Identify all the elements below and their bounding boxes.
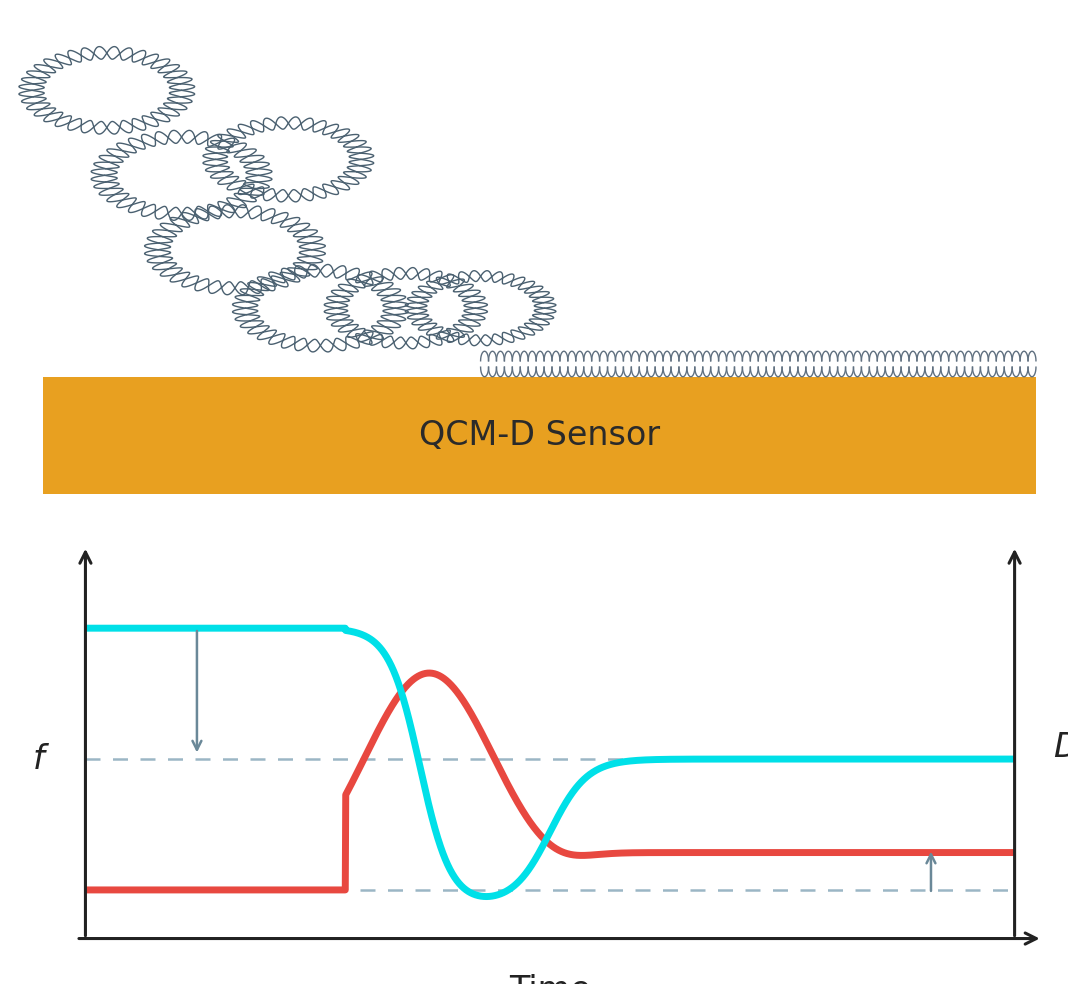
Text: D: D [1053, 731, 1068, 765]
Text: Time: Time [509, 974, 591, 984]
Text: f: f [33, 743, 45, 775]
Bar [43, 377, 1036, 494]
Text: QCM-D Sensor: QCM-D Sensor [419, 419, 660, 453]
